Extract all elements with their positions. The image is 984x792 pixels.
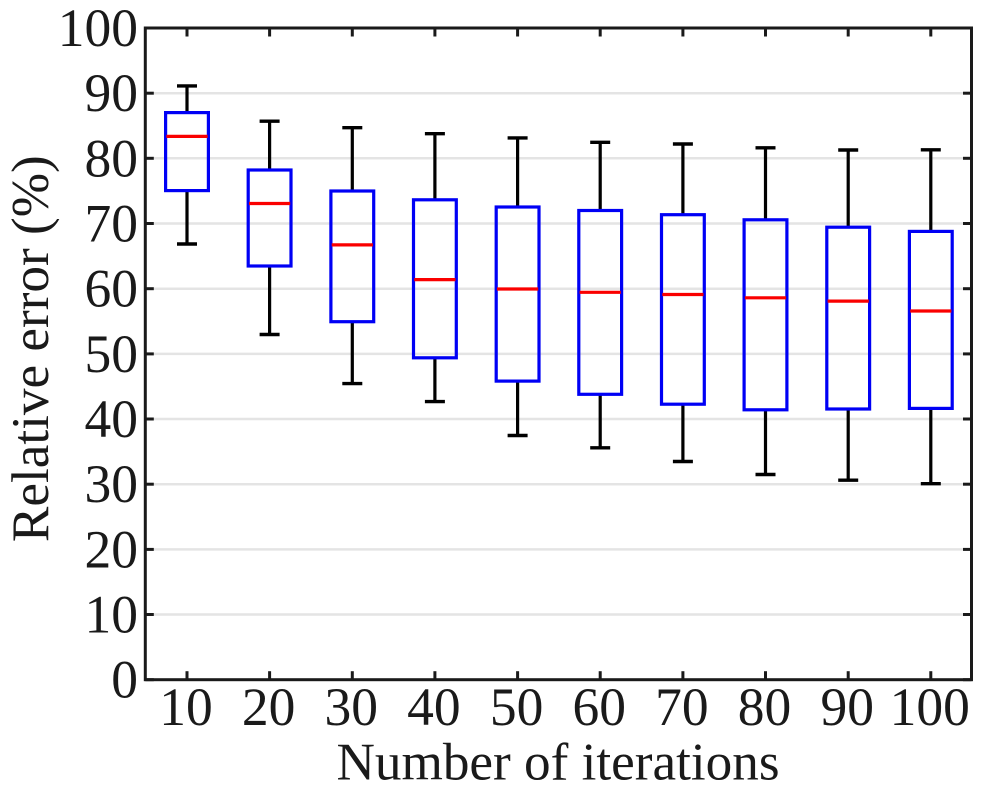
svg-text:10: 10: [159, 677, 213, 737]
svg-text:80: 80: [85, 128, 139, 188]
svg-text:Number of iterations: Number of iterations: [336, 733, 779, 792]
svg-text:60: 60: [572, 677, 626, 737]
svg-text:70: 70: [655, 677, 709, 737]
svg-text:50: 50: [85, 324, 139, 384]
svg-text:0: 0: [111, 650, 138, 710]
svg-text:100: 100: [890, 677, 970, 737]
svg-text:50: 50: [490, 677, 544, 737]
svg-text:30: 30: [85, 454, 139, 514]
svg-text:Relative error (%): Relative error (%): [1, 155, 60, 542]
svg-text:70: 70: [85, 194, 139, 254]
svg-text:20: 20: [85, 519, 139, 579]
svg-text:60: 60: [85, 259, 139, 319]
svg-text:40: 40: [407, 677, 461, 737]
svg-text:40: 40: [85, 389, 139, 449]
svg-text:100: 100: [58, 0, 138, 58]
svg-text:20: 20: [242, 677, 296, 737]
svg-text:80: 80: [738, 677, 792, 737]
svg-text:90: 90: [85, 63, 139, 123]
svg-text:30: 30: [325, 677, 379, 737]
svg-text:90: 90: [820, 677, 874, 737]
svg-text:10: 10: [85, 585, 139, 645]
